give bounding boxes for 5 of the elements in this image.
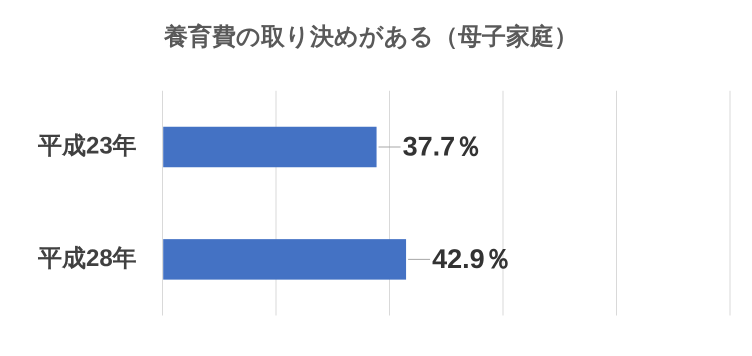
y-tick-label: 平成23年	[36, 132, 137, 160]
chart-title: 養育費の取り決めがある（母子家庭）	[163, 22, 578, 51]
data-label: 42.9％	[432, 244, 512, 274]
y-tick-label: 平成28年	[36, 245, 137, 272]
data-label: 37.7％	[402, 131, 482, 162]
